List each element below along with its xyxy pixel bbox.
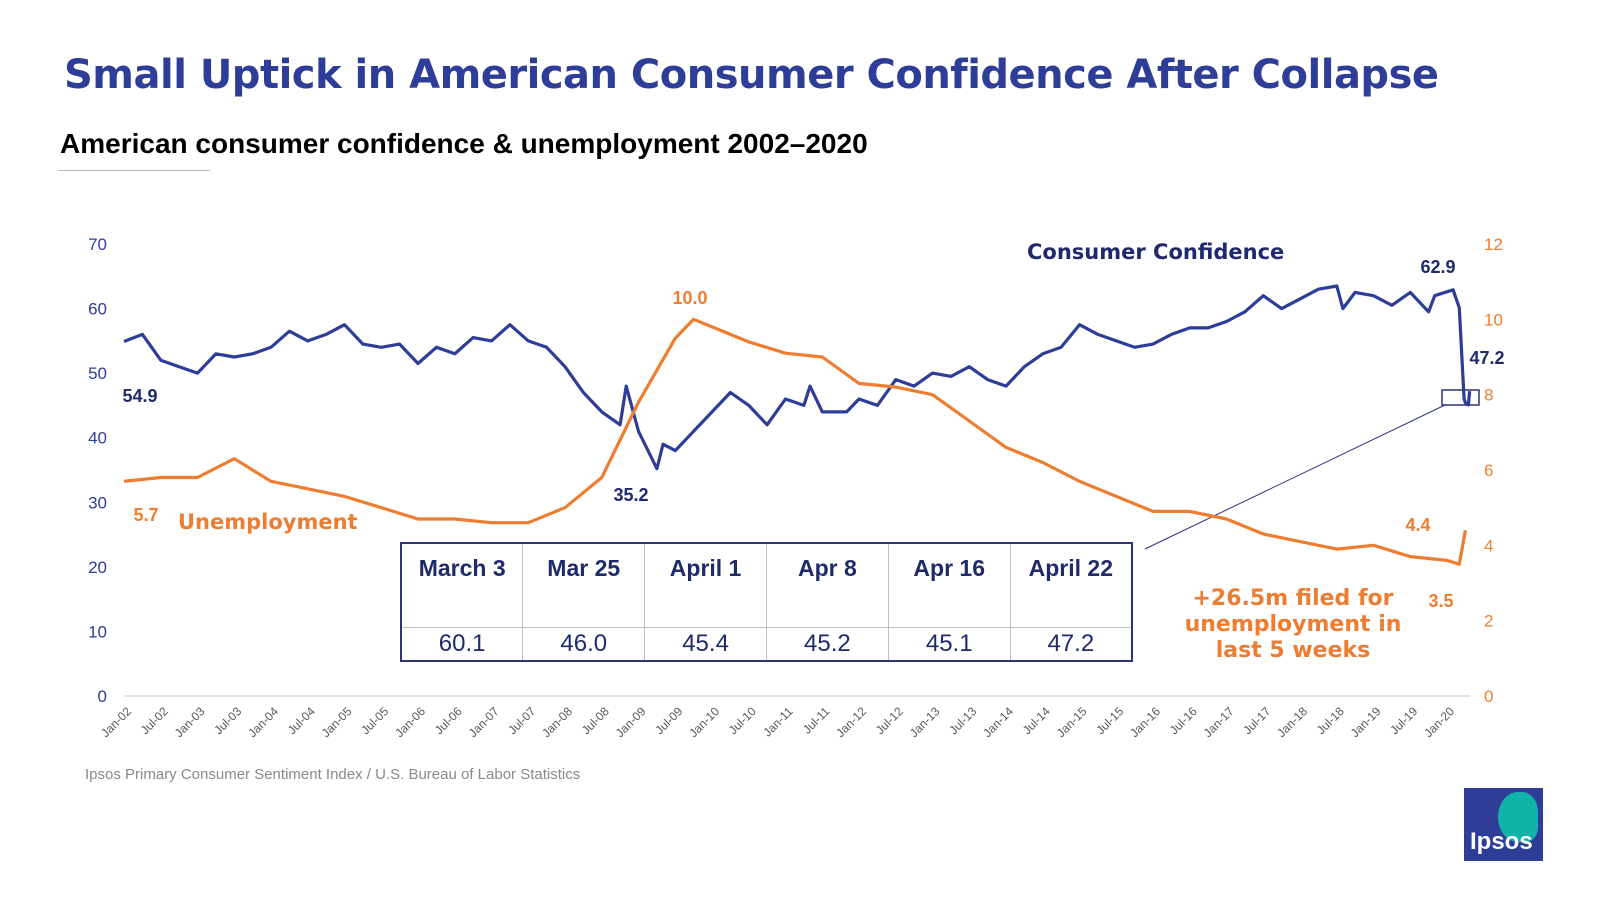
y-left-tick-label: 70 — [88, 235, 107, 254]
source-note: Ipsos Primary Consumer Sentiment Index /… — [85, 766, 581, 783]
y-right-tick-label: 4 — [1484, 536, 1493, 555]
x-tick-label: Jan-07 — [466, 704, 502, 740]
x-tick-label: Jul-03 — [211, 704, 244, 737]
x-tick-label: Jan-16 — [1127, 704, 1163, 740]
x-tick-label: Jul-18 — [1314, 704, 1347, 737]
table-header: Mar 25 — [522, 542, 646, 628]
x-tick-label: Jul-07 — [505, 704, 538, 737]
data-label: 3.5 — [1428, 591, 1453, 611]
data-label: 4.4 — [1405, 515, 1430, 535]
data-label: 62.9 — [1420, 257, 1455, 277]
x-tick-label: Jan-12 — [833, 704, 869, 740]
legend-consumer-confidence: Consumer Confidence — [1027, 240, 1284, 264]
data-label: 54.9 — [122, 386, 157, 406]
data-label: 35.2 — [613, 485, 648, 505]
table-header: March 3 — [400, 542, 524, 628]
logo-face-icon — [1498, 792, 1538, 842]
x-tick-label: Jan-15 — [1054, 704, 1090, 740]
x-tick-label: Jan-14 — [980, 704, 1016, 740]
x-tick-label: Jan-05 — [319, 704, 355, 740]
unemployment-note: +26.5m filed for unemployment in last 5 … — [1184, 586, 1402, 663]
x-tick-label: Jan-04 — [245, 704, 281, 740]
confidence-table: March 3 Mar 25 April 1 Apr 8 Apr 16 Apri… — [400, 542, 1133, 662]
y-left-tick-label: 40 — [88, 429, 107, 448]
y-left-tick-label: 50 — [88, 364, 107, 383]
y-right-tick-label: 8 — [1484, 386, 1493, 405]
chart-subtitle: American consumer confidence & unemploym… — [60, 128, 868, 159]
confidence-line — [123, 284, 1472, 471]
data-label: 10.0 — [672, 288, 707, 308]
unemployment-line — [123, 317, 1467, 566]
x-tick-label: Jan-20 — [1421, 704, 1457, 740]
y-left-tick-label: 20 — [88, 558, 107, 577]
x-tick-label: Jul-17 — [1240, 704, 1273, 737]
ipsos-logo: Ipsos — [1464, 788, 1543, 861]
x-tick-label: Jan-08 — [539, 704, 575, 740]
x-tick-label: Jul-14 — [1020, 704, 1053, 737]
x-tick-label: Jul-06 — [432, 704, 465, 737]
x-tick-label: Jan-10 — [686, 704, 722, 740]
y-right-tick-label: 6 — [1484, 461, 1493, 480]
x-tick-label: Jan-09 — [613, 704, 649, 740]
table-header: April 1 — [644, 542, 767, 628]
x-tick-label: Jul-04 — [285, 704, 318, 737]
table-cell: 46.0 — [522, 627, 646, 662]
x-tick-label: Jan-19 — [1348, 704, 1384, 740]
table-header: Apr 16 — [887, 542, 1011, 628]
logo-text: Ipsos — [1470, 828, 1533, 855]
x-tick-label: Jul-02 — [138, 704, 171, 737]
x-tick-label: Jan-17 — [1201, 704, 1237, 740]
table-header-row: March 3 Mar 25 April 1 Apr 8 Apr 16 Apri… — [400, 542, 1133, 628]
y-right-tick-label: 2 — [1484, 612, 1493, 631]
x-tick-label: Jan-11 — [760, 704, 795, 739]
y-left-tick-label: 10 — [88, 622, 107, 641]
y-right-tick-label: 0 — [1484, 687, 1493, 706]
x-tick-label: Jan-18 — [1274, 704, 1310, 740]
table-header: April 22 — [1009, 542, 1133, 628]
table-cell: 45.1 — [887, 627, 1011, 662]
table-cell: 47.2 — [1009, 627, 1133, 662]
x-tick-label: Jan-06 — [392, 704, 428, 740]
x-tick-label: Jul-11 — [800, 704, 833, 737]
x-tick-label: Jul-19 — [1387, 704, 1420, 737]
table-cell: 45.4 — [644, 627, 767, 662]
x-tick-label: Jan-02 — [98, 704, 134, 740]
x-tick-label: Jul-10 — [726, 704, 759, 737]
y-left-tick-label: 0 — [98, 687, 107, 706]
y-left-tick-label: 60 — [88, 300, 107, 319]
y-left-tick-label: 30 — [88, 493, 107, 512]
x-tick-label: Jul-12 — [873, 704, 906, 737]
data-label: 5.7 — [133, 505, 158, 525]
highlight-box — [1441, 389, 1480, 406]
divider — [58, 170, 210, 171]
y-right-tick-label: 10 — [1484, 310, 1503, 329]
y-right-tick-label: 12 — [1484, 235, 1503, 254]
x-tick-label: Jul-15 — [1093, 704, 1126, 737]
x-tick-label: Jan-13 — [907, 704, 943, 740]
table-header: Apr 8 — [765, 542, 889, 628]
table-cell: 45.2 — [765, 627, 889, 662]
x-tick-label: Jul-05 — [358, 704, 391, 737]
x-tick-label: Jan-03 — [172, 704, 208, 740]
x-tick-label: Jul-08 — [579, 704, 612, 737]
legend-unemployment: Unemployment — [178, 510, 358, 534]
x-tick-label: Jul-13 — [946, 704, 979, 737]
table-row: 60.1 46.0 45.4 45.2 45.1 47.2 — [400, 627, 1133, 662]
page-title: Small Uptick in American Consumer Confid… — [64, 52, 1439, 98]
x-tick-label: Jul-16 — [1167, 704, 1200, 737]
data-label: 47.2 — [1469, 348, 1504, 368]
table-cell: 60.1 — [400, 627, 524, 662]
callout-line — [1144, 404, 1446, 550]
x-tick-label: Jul-09 — [652, 704, 685, 737]
